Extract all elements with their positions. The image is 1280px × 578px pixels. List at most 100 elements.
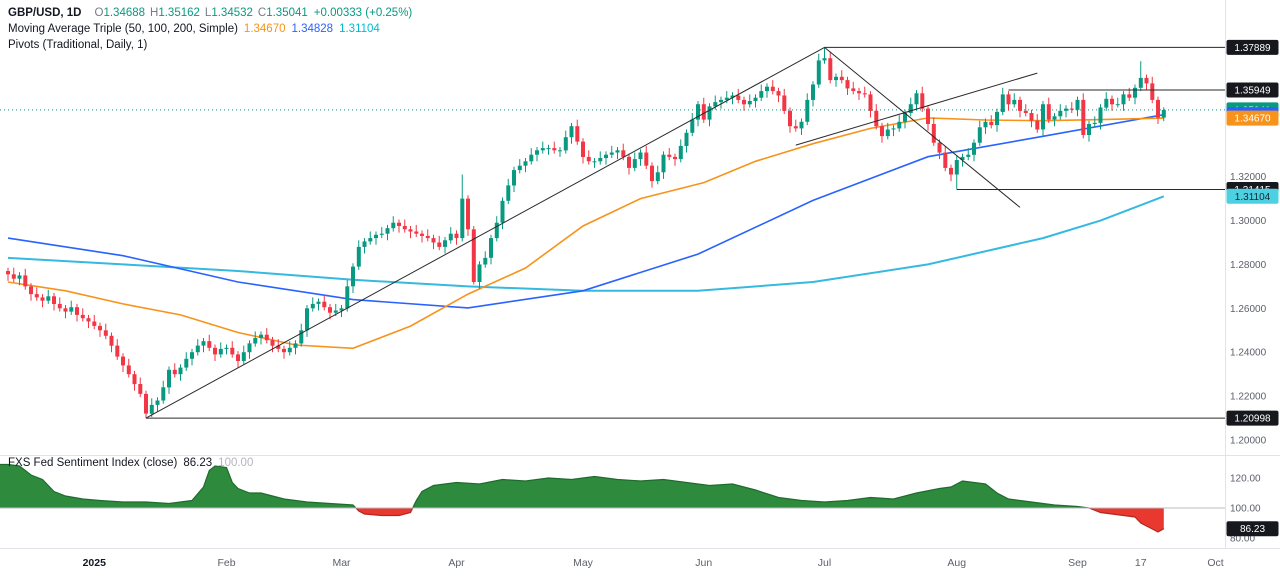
candle xyxy=(69,300,74,315)
price-tick-label: 1.20000 xyxy=(1230,435,1267,446)
candle xyxy=(345,279,350,312)
candle xyxy=(552,141,557,154)
symbol-legend[interactable]: GBP/USD, 1D O1.34688 H1.35162 L1.34532 C1.35… xyxy=(8,5,412,53)
candle xyxy=(868,91,873,118)
time-axis-label: 17 xyxy=(1135,557,1147,569)
ohlc-close-label: C xyxy=(257,7,267,19)
price-badge: 86.23 xyxy=(1226,521,1279,537)
candle xyxy=(753,94,758,108)
price-tick-label: 1.28000 xyxy=(1230,260,1267,271)
candle xyxy=(512,166,516,192)
candle xyxy=(805,93,810,126)
candle xyxy=(414,224,419,237)
candle xyxy=(460,174,465,242)
candle xyxy=(874,104,879,130)
candle xyxy=(437,235,442,251)
candle xyxy=(17,272,22,286)
price-tick-label: 1.32000 xyxy=(1230,172,1267,183)
candle xyxy=(592,158,597,168)
candle xyxy=(305,305,309,337)
candle xyxy=(696,101,700,127)
candle xyxy=(270,336,275,353)
candle xyxy=(926,105,930,131)
svg-text:1.35949: 1.35949 xyxy=(1234,86,1271,97)
time-axis-label: Aug xyxy=(947,557,966,569)
ma100-line xyxy=(7,113,1164,309)
candle xyxy=(466,195,470,236)
candle xyxy=(989,115,994,129)
candle xyxy=(885,122,890,140)
candle xyxy=(316,298,321,311)
candle xyxy=(374,231,378,245)
price-tick-label: 1.22000 xyxy=(1230,392,1267,403)
candle xyxy=(6,267,10,281)
candle xyxy=(1023,104,1028,117)
sentiment-legend[interactable]: FXS Fed Sentiment Index (close) 86.23 100.… xyxy=(8,457,253,469)
candle xyxy=(972,139,976,162)
ma-indicator-row[interactable]: Moving Average Triple (50, 100, 200, Sim… xyxy=(8,21,412,37)
candle xyxy=(190,348,194,366)
price-badge: 1.31104 xyxy=(1226,188,1279,204)
candle xyxy=(494,216,499,242)
candle xyxy=(609,145,614,158)
trendline[interactable] xyxy=(795,72,1038,146)
ma50-line xyxy=(7,117,1164,350)
ohlc-low-value: 1.34532 xyxy=(211,7,253,19)
sentiment-pane xyxy=(0,463,1225,533)
candle xyxy=(517,159,522,174)
candle xyxy=(172,363,177,378)
ma-indicator-title: Moving Average Triple (50, 100, 200, Sim… xyxy=(8,23,238,35)
candle xyxy=(1029,109,1034,128)
candle xyxy=(811,81,815,107)
candle xyxy=(184,352,189,371)
pivots-indicator-row[interactable]: Pivots (Traditional, Daily, 1) xyxy=(8,37,412,53)
candle xyxy=(448,227,453,244)
time-axis[interactable]: 2025 Feb Mar Apr May Jun Jul Aug Sep 17 Oct xyxy=(83,557,1224,569)
candle xyxy=(368,231,373,245)
candle xyxy=(667,148,672,161)
candle xyxy=(862,86,867,98)
candle xyxy=(673,153,677,166)
candle xyxy=(575,119,580,145)
price-axis[interactable]: 1.32000 1.30000 1.28000 1.26000 1.24000 1.220… xyxy=(0,0,1280,549)
candle xyxy=(391,216,396,232)
time-axis-label: Feb xyxy=(217,557,235,569)
candle xyxy=(178,364,183,381)
candle xyxy=(851,81,856,95)
candle xyxy=(1092,116,1097,128)
price-badge: 1.20998 xyxy=(1226,410,1279,426)
candle xyxy=(529,148,534,165)
candle xyxy=(684,129,689,153)
sentiment-line-positive xyxy=(0,463,1091,508)
candle xyxy=(1081,93,1086,139)
candle xyxy=(1087,120,1091,142)
candle xyxy=(937,139,942,160)
candle xyxy=(983,118,988,134)
candle xyxy=(23,268,28,290)
candle xyxy=(103,323,108,340)
candle xyxy=(661,151,666,179)
candle xyxy=(109,332,114,353)
candle xyxy=(828,51,833,84)
candle xyxy=(506,178,511,205)
candle xyxy=(632,152,637,172)
candle xyxy=(351,263,355,293)
trendline[interactable] xyxy=(145,46,825,419)
candle xyxy=(247,340,252,359)
candle xyxy=(1069,102,1074,113)
candle xyxy=(213,344,217,361)
candle xyxy=(845,76,850,95)
candle xyxy=(63,305,68,319)
svg-text:1.37889: 1.37889 xyxy=(1234,43,1271,54)
candle xyxy=(839,70,844,84)
sentiment-value: 86.23 xyxy=(183,457,213,469)
candle xyxy=(121,353,125,372)
trendline[interactable] xyxy=(824,47,1021,208)
price-tick-label: 1.30000 xyxy=(1230,216,1267,227)
candle xyxy=(282,345,286,359)
candle xyxy=(776,87,781,103)
candle xyxy=(644,145,649,169)
candle xyxy=(75,303,79,322)
sentiment-indicator-title: FXS Fed Sentiment Index (close) xyxy=(8,457,178,469)
